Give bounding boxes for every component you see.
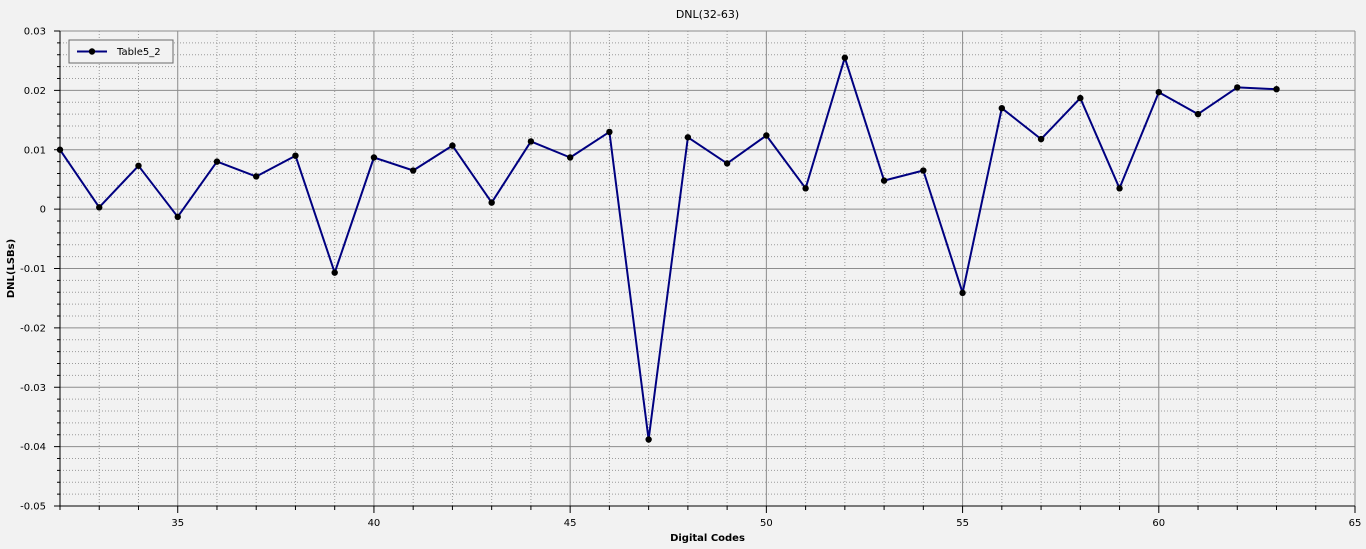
y-tick-label: -0.03 [20, 383, 46, 394]
x-tick-label: 55 [956, 518, 969, 529]
data-point [488, 199, 495, 206]
data-point [527, 138, 535, 145]
y-tick-label: 0.03 [24, 27, 46, 38]
data-point [213, 158, 221, 165]
data-point [253, 173, 260, 180]
data-point [1077, 94, 1084, 102]
legend-marker-swatch [88, 48, 96, 55]
series-layer [56, 54, 1280, 443]
x-axis-title: Digital Codes [670, 533, 745, 544]
data-point [449, 142, 456, 149]
y-tick-label: 0.02 [24, 86, 46, 97]
legend-box [68, 39, 174, 64]
data-point [1273, 85, 1280, 93]
data-point [723, 160, 731, 167]
data-point [96, 204, 103, 211]
grid [59, 30, 1356, 507]
data-point [920, 167, 927, 174]
data-point [1234, 84, 1241, 91]
data-point [566, 154, 574, 161]
x-tick-label: 35 [171, 518, 184, 529]
chart-title: DNL(32-63) [676, 8, 739, 21]
legend[interactable]: Table5_2 [68, 39, 174, 64]
data-point [409, 167, 417, 174]
data-point [56, 146, 64, 153]
data-point [1037, 135, 1045, 143]
x-tick-label: 50 [760, 518, 773, 529]
data-point [370, 154, 378, 161]
data-point [802, 185, 809, 192]
data-point [684, 134, 692, 141]
y-axis-title: DNL(LSBs) [6, 239, 17, 298]
x-tick-label: 45 [564, 518, 577, 529]
data-point [645, 436, 652, 443]
y-tick-label: -0.05 [20, 502, 46, 513]
y-tick-label: -0.01 [20, 264, 46, 275]
y-tick-label: -0.04 [20, 442, 46, 453]
data-point [135, 162, 142, 169]
data-point [998, 104, 1006, 112]
data-point [1194, 110, 1202, 118]
data-point [292, 152, 299, 159]
data-point [1116, 185, 1123, 192]
data-point [880, 177, 888, 184]
data-point [841, 54, 849, 61]
data-point [606, 128, 613, 136]
x-tick-label: 40 [368, 518, 381, 529]
y-tick-label: -0.02 [20, 323, 46, 334]
data-point [959, 289, 966, 297]
data-point [331, 269, 338, 276]
data-point [763, 132, 770, 139]
x-tick-label: 60 [1152, 518, 1165, 529]
legend-label: Table5_2 [116, 47, 161, 58]
data-point [1155, 88, 1162, 96]
series-line-table5_2 [59, 56, 1277, 441]
y-tick-label: 0.01 [24, 145, 46, 156]
axes: 35 40 45 50 55 60 65 -0.05 -0.04 -0.03 -0.02 -0.01 0… [20, 27, 1361, 530]
y-tick-label: 0 [40, 205, 46, 216]
data-point [174, 213, 181, 221]
x-tick-label: 65 [1349, 518, 1362, 529]
